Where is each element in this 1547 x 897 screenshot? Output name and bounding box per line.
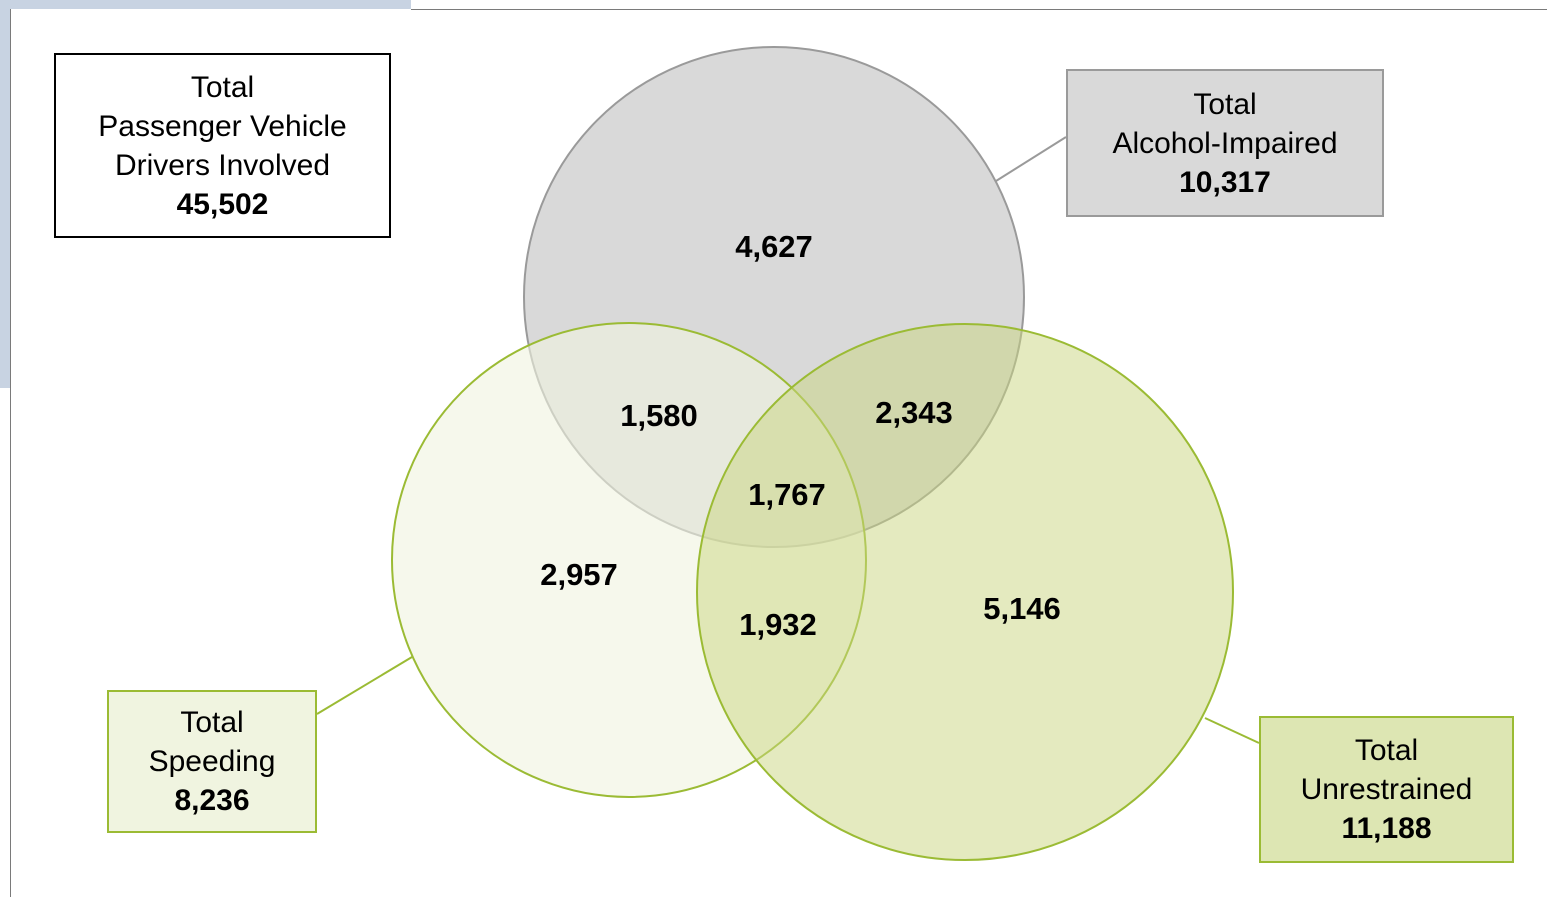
frame-left-border [10,9,11,897]
alcohol-impaired-box: Total Alcohol-Impaired 10,317 [1066,69,1384,217]
alcohol-unrestrained-value: 2,343 [875,395,953,430]
speeding-connector-line [316,656,413,715]
total-drivers-box: Total Passenger Vehicle Drivers Involved… [54,53,391,238]
speeding-only-value: 2,957 [540,557,618,592]
alcohol-box-line1: Total [1193,87,1257,121]
unrestrained-box: Total Unrestrained 11,188 [1259,716,1514,863]
alcohol-box-line2: Alcohol-Impaired [1112,126,1338,160]
unrestrained-circle [696,323,1234,861]
unrestrained-only-value: 5,146 [983,591,1061,626]
speeding-box-line1: Total [180,706,244,739]
speeding-box: Total Speeding 8,236 [107,690,317,833]
alcohol-connector-line [995,136,1067,182]
speeding-unrestrained-value: 1,932 [739,607,817,642]
unrestrained-box-line1: Total [1354,734,1419,767]
header-stripe [10,0,411,9]
alcohol-box-value: 10,317 [1179,165,1271,199]
total-box-line1: Total [190,70,255,104]
unrestrained-box-value: 11,188 [1341,812,1432,845]
total-box-value: 45,502 [176,187,269,221]
unrestrained-box-line2: Unrestrained [1300,773,1473,806]
alcohol-speeding-value: 1,580 [620,398,698,433]
unrestrained-connector-line [1204,717,1260,744]
speeding-box-line2: Speeding [148,745,276,778]
all-three-value: 1,767 [748,477,826,512]
total-box-line3: Drivers Involved [114,148,331,182]
sidebar-stripe [0,0,10,388]
alcohol-only-value: 4,627 [735,229,813,264]
frame-top-border [411,9,1547,10]
speeding-box-value: 8,236 [174,784,250,817]
total-box-line2: Passenger Vehicle [98,109,347,143]
